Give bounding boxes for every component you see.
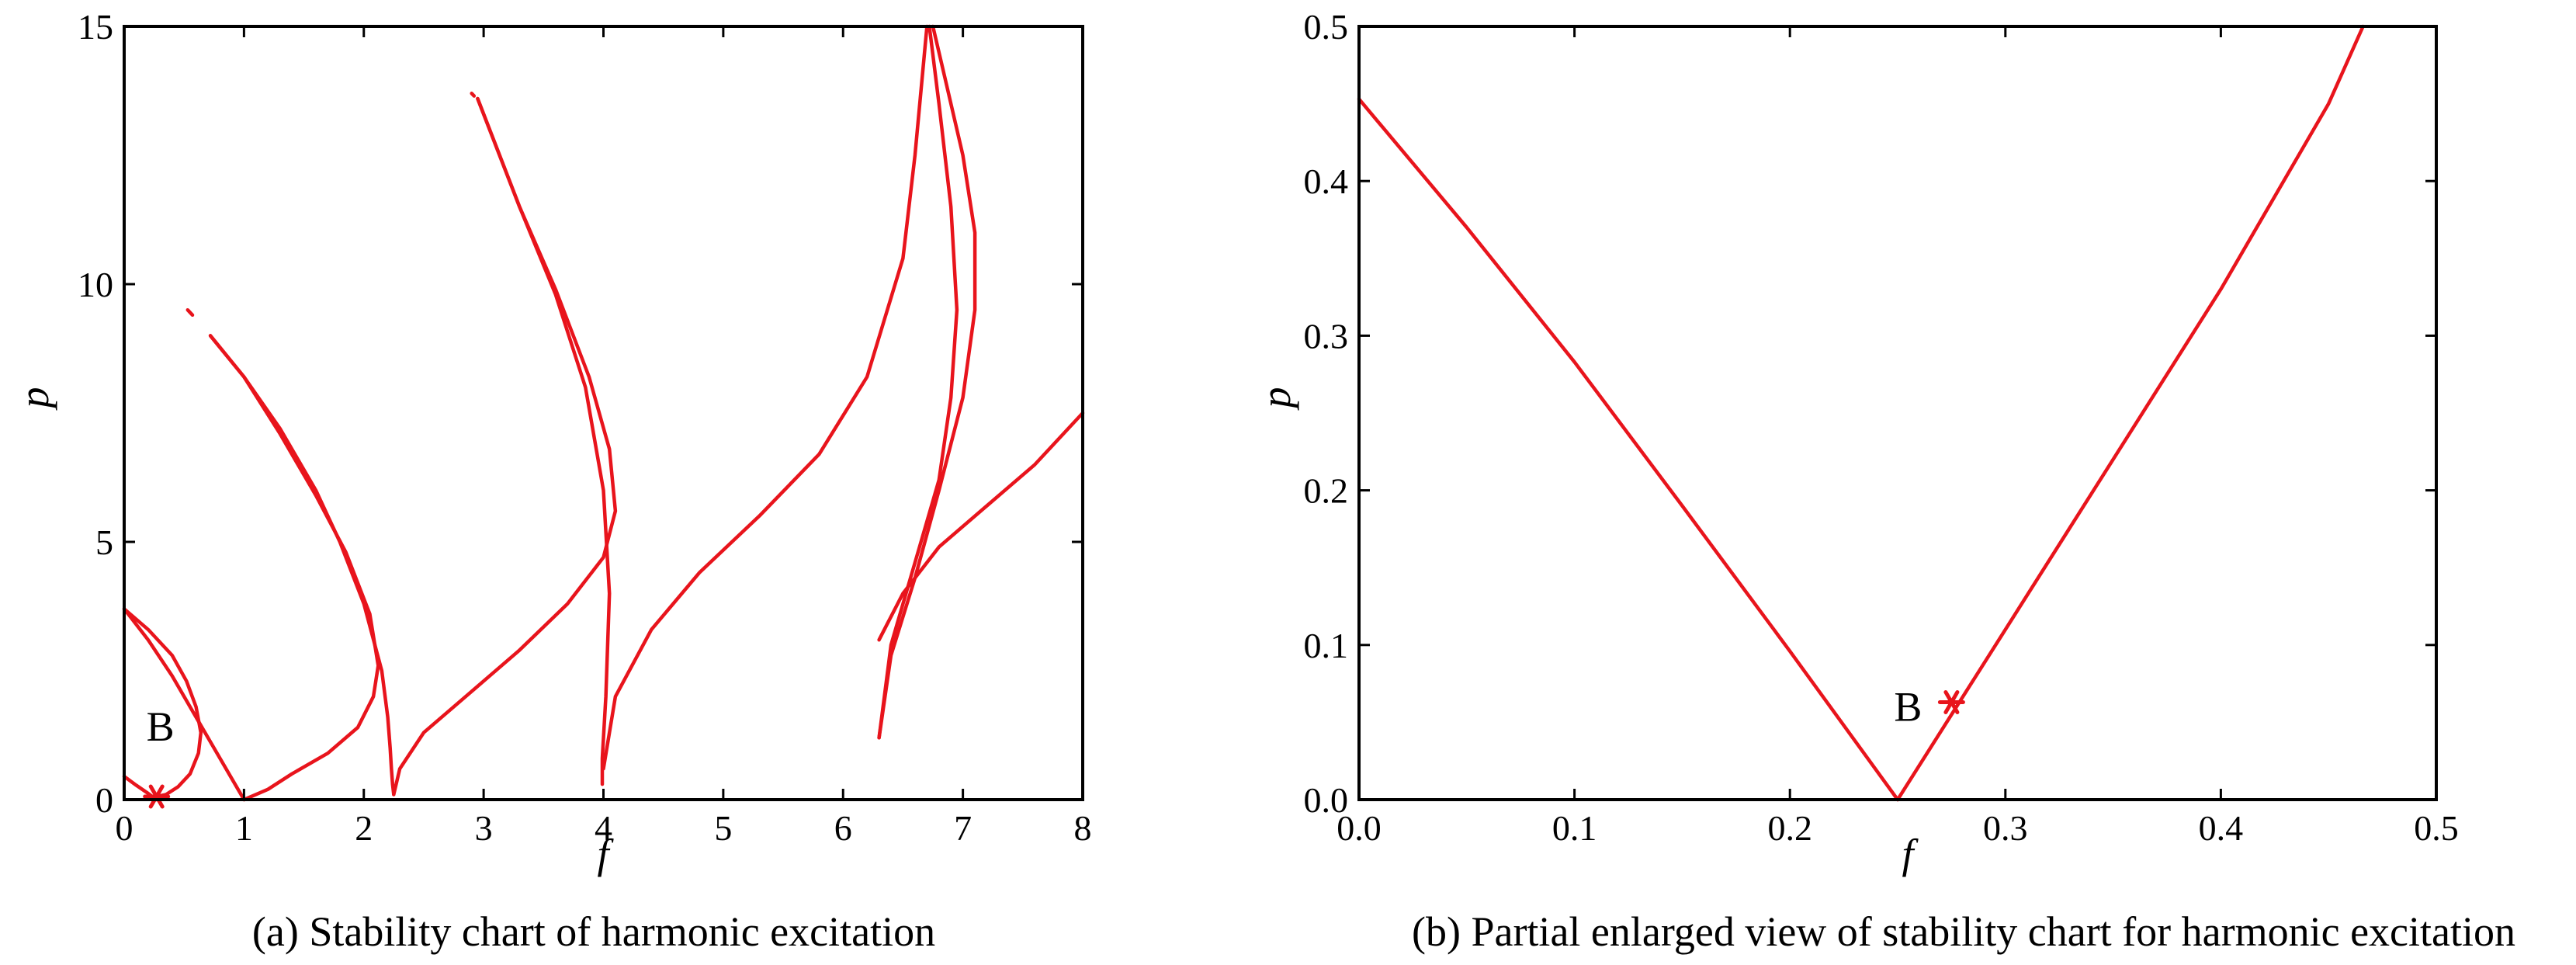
asterisk-stroke xyxy=(1943,690,1960,714)
curve-a-9 xyxy=(392,96,618,797)
asterisk-stroke xyxy=(148,784,165,809)
x-tick-label-a: 8 xyxy=(1074,808,1092,848)
curve-a-4 xyxy=(185,307,195,318)
curve-a-1 xyxy=(122,607,246,802)
y-tick-label-b: 0.5 xyxy=(1304,7,1349,47)
x-axis-label-b: f xyxy=(1902,831,1919,877)
curve-a-7 xyxy=(470,92,477,98)
y-tick-label-b: 0.1 xyxy=(1304,626,1349,665)
curve-a-2 xyxy=(122,607,203,799)
y-tick-label-b: 0.0 xyxy=(1304,780,1349,820)
x-tick-label-a: 5 xyxy=(714,808,732,848)
curve-a-11 xyxy=(877,24,977,740)
caption-a: (a) Stability chart of harmonic excitati… xyxy=(252,908,935,955)
y-axis-label-a: p xyxy=(11,387,57,411)
x-tick-label-a: 1 xyxy=(235,808,253,848)
y-tick-label-a: 0 xyxy=(95,780,113,820)
curve-a-5 xyxy=(208,334,396,797)
curves-a xyxy=(122,24,1085,802)
point-b-label-b: B xyxy=(1894,684,1922,731)
x-tick-label-b: 0.1 xyxy=(1552,808,1597,848)
y-tick-label-a: 10 xyxy=(78,265,113,304)
point-b-label-a: B xyxy=(147,703,175,750)
x-tick-label-a: 6 xyxy=(834,808,852,848)
x-tick-label-a: 4 xyxy=(595,808,612,848)
caption-b: (b) Partial enlarged view of stability c… xyxy=(1412,908,2515,955)
y-tick-label-b: 0.2 xyxy=(1304,471,1349,511)
x-tick-label-a: 3 xyxy=(475,808,493,848)
curve-b-1 xyxy=(1357,97,1900,802)
curve-a-8 xyxy=(476,96,612,786)
point-b-marker-b xyxy=(1937,690,1965,714)
y-tick-label-a: 15 xyxy=(78,7,113,47)
curve-b-2 xyxy=(1895,24,2365,802)
ticks-b: 0.0 0.1 0.2 0.3 0.4 0.5 0.0 0.1 0.2 0.3 0.4 0.5 xyxy=(1304,7,2459,848)
x-tick-label-a: 7 xyxy=(954,808,972,848)
x-tick-label-b: 0.4 xyxy=(2199,808,2244,848)
y-axis-label-b: p xyxy=(1253,387,1299,411)
plot-frame-b xyxy=(1357,25,2438,801)
x-tick-label-a: 0 xyxy=(116,808,133,848)
point-b-marker-a xyxy=(143,784,171,809)
x-tick-label-a: 2 xyxy=(355,808,373,848)
curve-a-10 xyxy=(602,24,929,771)
y-tick-label-a: 5 xyxy=(95,522,113,562)
curve-a-12 xyxy=(877,411,1085,642)
x-tick-label-b: 0.3 xyxy=(1983,808,2028,848)
y-tick-label-b: 0.4 xyxy=(1304,161,1349,201)
curves-b xyxy=(1357,24,2365,802)
curve-a-6 xyxy=(208,334,380,802)
ticks-a: 0 1 2 3 4 5 6 7 8 0 5 10 15 xyxy=(78,7,1092,848)
x-tick-label-b: 0.0 xyxy=(1337,808,1382,848)
chart-panel-b: B 0.0 0.1 0.2 0.3 0.4 0.5 0.0 0.1 0.2 0.3 0.4 0.5 f… xyxy=(1253,7,2515,955)
x-tick-label-b: 0.5 xyxy=(2414,808,2459,848)
y-tick-label-b: 0.3 xyxy=(1304,316,1349,356)
x-tick-label-b: 0.2 xyxy=(1767,808,1812,848)
curve-a-13 xyxy=(877,24,959,740)
